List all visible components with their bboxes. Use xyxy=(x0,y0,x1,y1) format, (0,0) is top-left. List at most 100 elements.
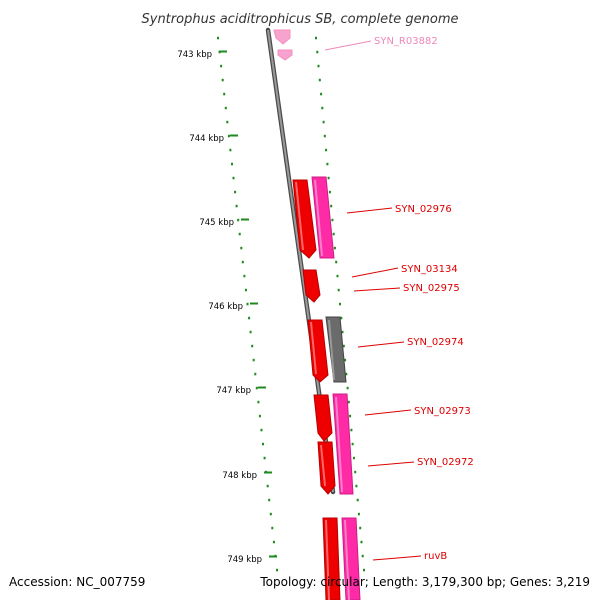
track-dot xyxy=(252,358,255,362)
gene-feature-syn-03134[interactable] xyxy=(302,269,321,303)
tick-label-745: 745 kbp xyxy=(199,218,234,228)
gene-feature-ruvb[interactable] xyxy=(322,517,361,600)
track-dot xyxy=(217,36,219,40)
track-dot xyxy=(363,568,365,572)
track-dot xyxy=(341,330,344,334)
track-dot xyxy=(355,484,358,488)
gene-features xyxy=(273,29,361,600)
gene-feature-syn-r03882[interactable] xyxy=(273,29,293,61)
genome-title: Syntrophus aciditrophicus SB, complete g… xyxy=(142,12,459,27)
gene-feature-syn-02973[interactable] xyxy=(313,393,354,495)
track-dot xyxy=(234,190,237,194)
track-dot xyxy=(351,442,354,446)
track-dot xyxy=(221,78,224,82)
track-dot xyxy=(266,484,269,488)
track-dot xyxy=(359,526,362,530)
track-dot xyxy=(318,78,321,82)
track-dot xyxy=(251,344,254,348)
track-dot xyxy=(244,288,247,292)
track-dot xyxy=(356,498,359,502)
gene-label-syn-03134[interactable]: SYN_03134 xyxy=(401,264,458,275)
track-dot xyxy=(330,204,333,208)
track-dot xyxy=(272,540,275,544)
tick-label-749: 749 kbp xyxy=(227,555,262,565)
track-dot xyxy=(260,428,263,432)
track-dot xyxy=(337,288,340,292)
track-dot xyxy=(254,372,257,376)
tick-744: 744 kbp xyxy=(189,134,238,144)
track-dot xyxy=(220,64,223,68)
track-dot xyxy=(316,50,319,54)
track-dot xyxy=(232,176,235,180)
right-dotted-track xyxy=(315,36,365,572)
genome-summary-text: Topology: circular; Length: 3,179,300 bp… xyxy=(259,575,590,589)
gene-labels: SYN_R03882 SYN_02976 SYN_03134 SYN_02975… xyxy=(374,36,474,562)
track-dot xyxy=(231,162,233,166)
track-dot xyxy=(323,134,326,138)
track-dot xyxy=(224,106,227,110)
tick-743: 743 kbp xyxy=(177,50,227,60)
tick-749: 749 kbp xyxy=(227,555,277,565)
track-dot xyxy=(339,302,341,306)
tick-label-746: 746 kbp xyxy=(208,302,243,312)
track-dot xyxy=(263,456,266,460)
track-dot xyxy=(332,232,335,236)
track-dot xyxy=(243,274,246,278)
track-dot xyxy=(276,568,278,572)
scale-ticks: 743 kbp 744 kbp 745 kbp 746 kbp 747 kbp … xyxy=(177,50,277,565)
track-dot xyxy=(360,540,363,544)
track-dot xyxy=(336,274,339,278)
track-dot xyxy=(248,316,251,320)
track-dot xyxy=(223,92,226,96)
gene-feature-syn-02974[interactable] xyxy=(307,316,347,383)
track-dot xyxy=(317,64,320,68)
track-dot xyxy=(271,526,274,530)
tick-label-748: 748 kbp xyxy=(222,471,257,481)
track-dot xyxy=(268,498,271,502)
track-dot xyxy=(226,120,229,124)
tick-label-747: 747 kbp xyxy=(216,386,251,396)
tick-747: 747 kbp xyxy=(216,386,266,396)
gene-label-syn-02976[interactable]: SYN_02976 xyxy=(395,204,452,215)
track-dot xyxy=(235,204,238,208)
track-dot xyxy=(335,260,338,264)
track-dot xyxy=(269,512,272,516)
track-dot xyxy=(246,302,249,306)
gene-label-syn-r03882[interactable]: SYN_R03882 xyxy=(374,36,438,47)
tick-746: 746 kbp xyxy=(208,302,258,312)
track-dot xyxy=(350,428,353,432)
track-dot xyxy=(344,358,347,362)
gene-label-ruvb[interactable]: ruvB xyxy=(424,551,447,562)
track-dot xyxy=(361,554,364,558)
track-dot xyxy=(331,218,334,222)
track-dot xyxy=(340,316,343,320)
track-dot xyxy=(249,330,252,334)
tick-label-743: 743 kbp xyxy=(177,50,212,60)
track-dot xyxy=(328,190,331,194)
track-dot xyxy=(238,232,241,236)
track-dot xyxy=(237,218,240,222)
track-dot xyxy=(347,400,350,404)
track-dot xyxy=(255,386,258,390)
track-dot xyxy=(229,148,232,152)
track-dot xyxy=(322,120,325,124)
track-dot xyxy=(241,260,244,264)
track-dot xyxy=(352,456,355,460)
track-dot xyxy=(257,400,260,404)
gene-feature-syn-02976[interactable] xyxy=(292,176,335,259)
track-dot xyxy=(320,92,323,96)
gene-label-syn-02972[interactable]: SYN_02972 xyxy=(417,457,474,468)
track-dot xyxy=(349,414,352,418)
track-dot xyxy=(315,36,317,40)
track-dot xyxy=(342,344,345,348)
track-dot xyxy=(258,414,261,418)
gene-leader-lines xyxy=(324,40,422,561)
accession-text: Accession: NC_007759 xyxy=(9,575,145,589)
gene-label-syn-02973[interactable]: SYN_02973 xyxy=(414,406,471,417)
gene-label-syn-02974[interactable]: SYN_02974 xyxy=(407,337,464,348)
gene-feature-syn-02972[interactable] xyxy=(317,441,336,495)
track-dot xyxy=(227,134,230,138)
gene-label-syn-02975[interactable]: SYN_02975 xyxy=(403,283,460,294)
track-dot xyxy=(262,442,264,446)
